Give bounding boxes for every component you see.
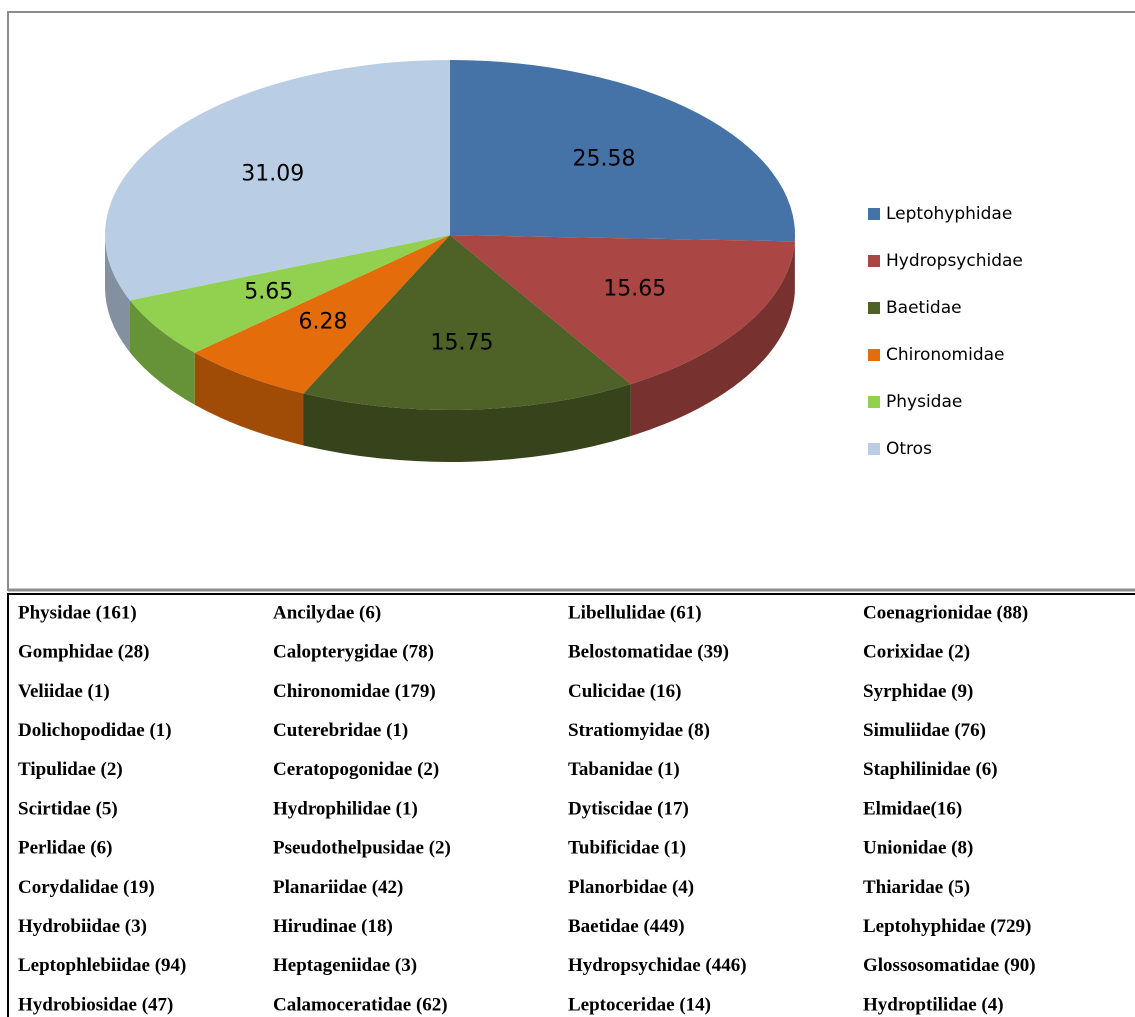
slice [194, 235, 450, 394]
table-cell: Belostomatidae (39) [568, 642, 729, 663]
legend: Leptohyphidae Hydropsychidae Baetidae Chiro… [868, 204, 1023, 459]
legend-label: Leptohyphidae [886, 204, 1012, 224]
table-cell: Cuterebridae (1) [273, 720, 408, 741]
table-cell: Hirudinae (18) [273, 916, 393, 937]
table-cell: Staphilinidae (6) [863, 759, 998, 780]
table-cell: Scirtidae (5) [18, 798, 118, 819]
table-cell: Heptageniidae (3) [273, 955, 417, 976]
table-cell: Baetidae (449) [568, 916, 685, 937]
table-cell: Planariidae (42) [273, 877, 403, 898]
slice [450, 60, 795, 242]
legend-label: Physidae [886, 392, 962, 412]
table-cell: Planorbidae (4) [568, 877, 694, 898]
table-cell: Tipulidae (2) [18, 759, 123, 780]
legend-swatch [868, 443, 880, 455]
table-cell: Corydalidae (19) [18, 877, 155, 898]
legend-label: Baetidae [886, 298, 962, 318]
table-cell: Perlidae (6) [18, 838, 112, 859]
table-cell: Calopterygidae (78) [273, 642, 434, 663]
table-cell: Syrphidae (9) [863, 681, 973, 702]
table-cell: Hydropsychidae (446) [568, 955, 747, 976]
table-cell: Unionidae (8) [863, 838, 973, 859]
table-cell: Hydrobiosidae (47) [18, 994, 173, 1015]
data-label: 15.65 [603, 277, 666, 302]
data-label: 31.09 [241, 161, 304, 186]
table-cell: Calamoceratidae (62) [273, 994, 448, 1015]
legend-swatch [868, 208, 880, 220]
table-cell: Thiaridae (5) [863, 877, 970, 898]
legend-swatch [868, 302, 880, 314]
table-cell: Dolichopodidae (1) [18, 720, 172, 741]
table-cell: Ceratopogonidae (2) [273, 759, 439, 780]
table-cell: Chironomidae (179) [273, 681, 436, 702]
legend-label: Hydropsychidae [886, 251, 1023, 271]
slice [104, 60, 450, 301]
table-cell: Coenagrionidae (88) [863, 602, 1028, 623]
table-cell: Culicidae (16) [568, 681, 681, 702]
legend-swatch [868, 349, 880, 361]
slice [129, 235, 450, 353]
table-cell: Tubificidae (1) [568, 838, 686, 859]
table-cell: Leptohyphidae (729) [863, 916, 1031, 937]
table-cell: Veliidae (1) [18, 681, 110, 702]
slice-side [194, 352, 304, 446]
legend-label: Otros [886, 439, 932, 459]
data-label: 5.65 [244, 280, 293, 305]
table-cell: Stratiomyidae (8) [568, 720, 710, 741]
data-label: 6.28 [298, 309, 347, 334]
slice-side [129, 300, 195, 405]
slice [450, 235, 795, 385]
slice-side [303, 384, 631, 462]
table-cell: Hydroptilidae (4) [863, 994, 1004, 1015]
table-cell: Physidae (161) [18, 602, 137, 623]
pie: 25.58 15.65 15.75 6.285.65 31.09 [104, 60, 795, 462]
legend-swatch [868, 396, 880, 408]
table-cell: Ancilydae (6) [273, 602, 381, 623]
table-cell: Hydrophilidae (1) [273, 798, 418, 819]
legend-swatch [868, 255, 880, 267]
table-cell: Leptoceridae (14) [568, 994, 711, 1015]
table-cell: Corixidae (2) [863, 642, 970, 663]
table-frame [7, 593, 1135, 1017]
table-cell: Gomphidae (28) [18, 642, 149, 663]
legend-label: Chironomidae [886, 345, 1005, 365]
table-cell: Tabanidae (1) [568, 759, 680, 780]
table-cell: Leptophlebiidae (94) [18, 955, 186, 976]
table-cell: Pseudothelpusidae (2) [273, 838, 451, 859]
data-label: 25.58 [572, 147, 635, 172]
table-cell: Elmidae(16) [863, 798, 962, 819]
slice-side [105, 235, 130, 353]
table-cell: Hydrobiidae (3) [18, 916, 147, 937]
table-cell: Simuliidae (76) [863, 720, 986, 741]
data-label: 15.75 [431, 330, 494, 355]
slice-side [630, 241, 795, 437]
table-cell: Glossosomatidae (90) [863, 955, 1036, 976]
slice [303, 235, 631, 410]
table-cell: Dytiscidae (17) [568, 798, 689, 819]
table-cell: Libellulidae (61) [568, 602, 702, 623]
table: Physidae (161) Ancilydae (6) Libellulidae … [18, 602, 1036, 1015]
